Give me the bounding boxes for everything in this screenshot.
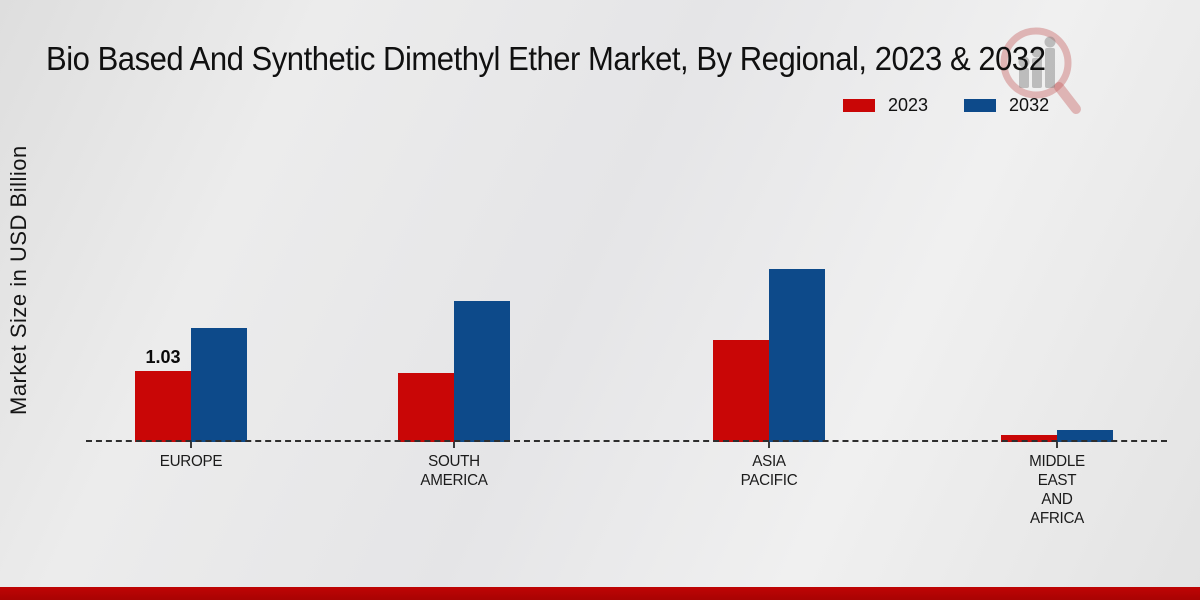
bar-2023-asia-pacific (713, 340, 769, 442)
x-axis-tick (768, 442, 770, 448)
bar-2023-middle-east-and-africa (1001, 435, 1057, 442)
footer-accent-bar (0, 587, 1200, 600)
x-axis-tick (453, 442, 455, 448)
category-label-europe: EUROPE (159, 453, 223, 470)
bar-2023-south-america (398, 373, 454, 442)
category-label-middle-east-and-africa: MIDDLE EAST AND AFRICA (1029, 453, 1085, 527)
bar-2032-south-america (454, 301, 510, 442)
bar-2032-middle-east-and-africa (1057, 430, 1113, 442)
legend-label-2023: 2023 (888, 95, 929, 115)
x-axis-tick (190, 442, 192, 448)
legend-item-2032: 2032 (964, 95, 1049, 116)
category-label-asia-pacific: ASIA PACIFIC (740, 453, 798, 489)
magnifier-bar-chart-logo-icon (1000, 27, 1081, 114)
x-axis-baseline (86, 440, 1167, 442)
bar-2032-asia-pacific (769, 269, 825, 442)
bar-2032-europe (191, 328, 247, 442)
chart-title: Bio Based And Synthetic Dimethyl Ether M… (46, 40, 1046, 77)
x-axis-tick (1056, 442, 1058, 448)
y-axis-label: Market Size in USD Billion (6, 145, 31, 415)
legend-item-2023: 2023 (843, 95, 928, 116)
category-label-south-america: SOUTH AMERICA (420, 453, 488, 489)
bar-value-label: 1.03 (145, 347, 181, 367)
legend: 2023 2032 (843, 95, 1049, 116)
legend-label-2032: 2032 (1009, 95, 1050, 115)
legend-swatch-2032 (964, 99, 997, 112)
bar-2023-europe (135, 371, 191, 442)
legend-swatch-2023 (843, 99, 875, 112)
